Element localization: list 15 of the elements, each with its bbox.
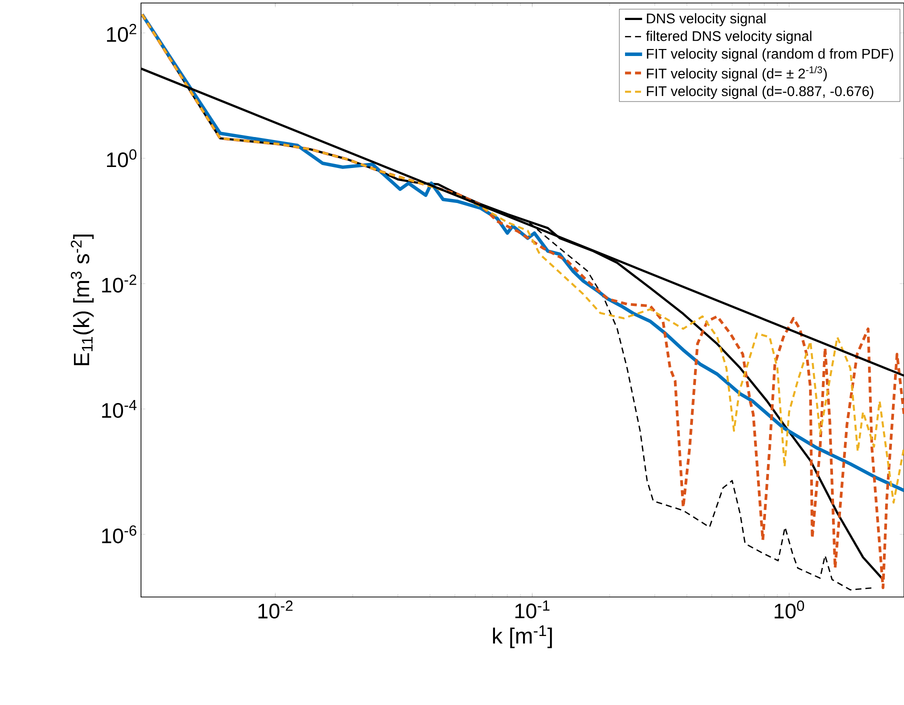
y-tick-label: 10$^{-2}$: [102, 274, 136, 293]
x-tick-label: 10$^{-2}$: [258, 600, 293, 619]
legend-label: FIT velocity signal (random d from PDF): [646, 48, 894, 62]
x-axis-title: k [m$^{-1}$]: [493, 625, 552, 648]
y-axis-title: E$_{11}$(k) [m$^{3}$ s$^{-2}$]: [70, 234, 94, 366]
legend-label: DNS velocity signal: [646, 13, 766, 26]
y-tick-label: 10$^{-6}$: [102, 525, 136, 544]
y-tick-label: 10$^{-4}$: [102, 400, 137, 418]
y-tick-label: 10$^{0}$: [107, 149, 136, 168]
x-tick-label: 10$^{0}$: [774, 600, 804, 619]
y-tick-label: 10$^{2}$: [107, 24, 136, 42]
legend-label: filtered DNS velocity signal: [646, 30, 812, 44]
x-tick-label: 10$^{-1}$: [515, 600, 550, 618]
legend-label: FIT velocity signal (d=-0.887, -0.676): [646, 86, 874, 99]
legend-label: FIT velocity signal (d= ± 2$^{-1/3}$): [646, 66, 827, 82]
